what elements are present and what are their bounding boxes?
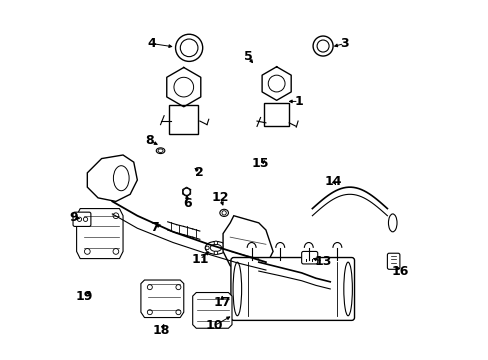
Circle shape (176, 285, 181, 290)
Circle shape (214, 241, 217, 245)
Circle shape (183, 188, 190, 195)
Text: 7: 7 (150, 221, 159, 234)
Circle shape (222, 246, 226, 249)
Circle shape (180, 39, 198, 57)
Ellipse shape (387, 214, 396, 232)
Text: 16: 16 (390, 265, 408, 278)
Circle shape (174, 77, 193, 97)
Circle shape (175, 34, 203, 62)
FancyBboxPatch shape (386, 253, 399, 269)
Polygon shape (77, 208, 123, 258)
Circle shape (83, 217, 87, 221)
Polygon shape (87, 155, 137, 202)
Ellipse shape (210, 244, 221, 251)
Circle shape (113, 249, 119, 254)
Circle shape (176, 310, 181, 315)
Circle shape (222, 211, 226, 215)
Text: 9: 9 (69, 211, 78, 224)
Circle shape (147, 310, 152, 315)
Circle shape (113, 213, 119, 219)
FancyBboxPatch shape (230, 257, 354, 320)
Text: 19: 19 (76, 289, 93, 303)
Ellipse shape (158, 149, 163, 153)
Text: 6: 6 (183, 197, 191, 210)
Text: 4: 4 (147, 37, 156, 50)
Circle shape (84, 213, 90, 219)
Circle shape (147, 285, 152, 290)
Text: 2: 2 (195, 166, 204, 179)
FancyBboxPatch shape (73, 212, 91, 226)
Polygon shape (141, 280, 183, 318)
Text: 5: 5 (243, 50, 252, 63)
Circle shape (268, 75, 285, 92)
Text: 14: 14 (325, 175, 342, 188)
Ellipse shape (343, 262, 352, 316)
Text: 10: 10 (205, 319, 223, 332)
Text: 13: 13 (314, 255, 331, 268)
Text: 1: 1 (294, 95, 303, 108)
Circle shape (312, 36, 332, 56)
FancyBboxPatch shape (301, 251, 317, 264)
Ellipse shape (220, 209, 228, 216)
Circle shape (214, 251, 217, 255)
Text: 17: 17 (213, 296, 230, 309)
Text: 18: 18 (153, 324, 170, 337)
Circle shape (205, 246, 209, 249)
Text: 3: 3 (340, 37, 348, 50)
Ellipse shape (113, 166, 129, 191)
Circle shape (84, 249, 90, 254)
Text: 12: 12 (211, 191, 228, 204)
Text: 11: 11 (191, 253, 208, 266)
Ellipse shape (156, 148, 164, 154)
Ellipse shape (233, 262, 241, 316)
Ellipse shape (205, 242, 226, 254)
Circle shape (77, 217, 81, 221)
Polygon shape (223, 216, 272, 273)
Polygon shape (192, 293, 231, 328)
Circle shape (316, 40, 328, 52)
Text: 15: 15 (251, 157, 269, 170)
Text: 8: 8 (145, 134, 154, 147)
